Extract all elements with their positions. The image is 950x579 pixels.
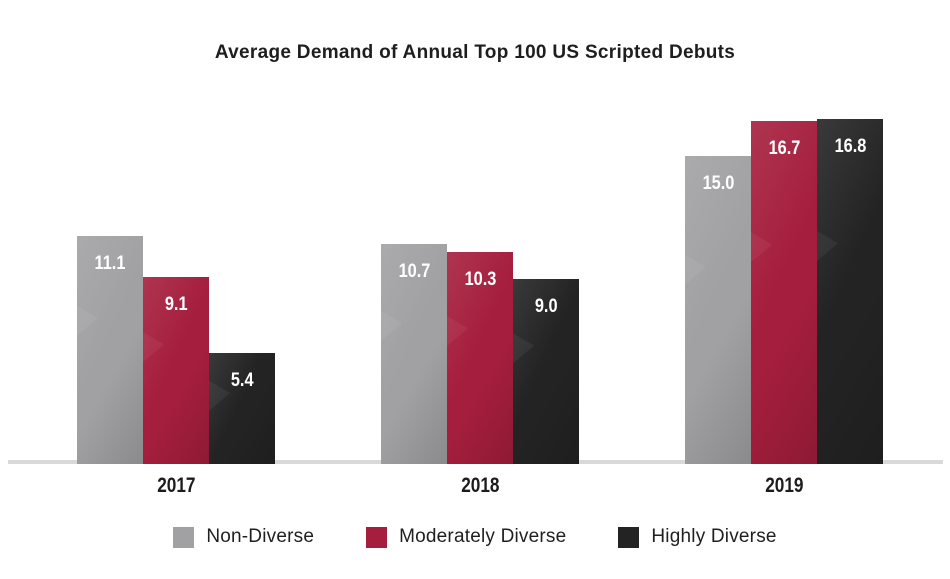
legend-swatch-non-diverse <box>173 526 195 548</box>
bar-value-label: 9.1 <box>164 294 188 315</box>
legend-item-highly-diverse: Highly Diverse <box>618 526 776 548</box>
bar-value-label: 10.3 <box>464 269 496 290</box>
bar-highly-diverse-2019: 16.8 <box>817 119 883 464</box>
bar-value-label: 5.4 <box>230 370 254 391</box>
bar-non-diverse-2017: 11.1 <box>77 236 143 464</box>
bar-value-label: 16.8 <box>834 136 866 157</box>
plot-area: 11.1 9.1 5.4 2017 10.7 10.3 9.0 2018 <box>8 90 943 497</box>
x-axis-tick-2018: 2018 <box>460 474 500 497</box>
bar-value-label: 11.1 <box>94 253 126 274</box>
bar-value-label: 16.7 <box>768 138 800 159</box>
bar-group-2017: 11.1 9.1 5.4 2017 <box>77 90 275 497</box>
bar-highly-diverse-2018: 9.0 <box>513 279 579 464</box>
legend: Non-Diverse Moderately Diverse Highly Di… <box>0 526 950 548</box>
legend-label: Non-Diverse <box>206 526 315 547</box>
bar-moderately-diverse-2017: 9.1 <box>143 277 209 464</box>
bar-moderately-diverse-2019: 16.7 <box>751 121 817 464</box>
legend-label: Highly Diverse <box>651 526 777 547</box>
bar-non-diverse-2019: 15.0 <box>685 156 751 464</box>
bar-group-2019: 15.0 16.7 16.8 2019 <box>685 90 883 497</box>
bar-moderately-diverse-2018: 10.3 <box>447 252 513 464</box>
legend-swatch-moderately-diverse <box>366 526 388 548</box>
bar-value-label: 15.0 <box>702 173 734 194</box>
bar-value-label: 9.0 <box>534 296 558 317</box>
bar-group-2018: 10.7 10.3 9.0 2018 <box>381 90 579 497</box>
legend-item-moderately-diverse: Moderately Diverse <box>366 526 566 548</box>
x-axis-tick-2017: 2017 <box>156 474 196 497</box>
bar-value-label: 10.7 <box>398 261 430 282</box>
legend-label: Moderately Diverse <box>399 526 567 547</box>
bar-highly-diverse-2017: 5.4 <box>209 353 275 464</box>
legend-item-non-diverse: Non-Diverse <box>173 526 314 548</box>
legend-swatch-highly-diverse <box>618 526 640 548</box>
bar-non-diverse-2018: 10.7 <box>381 244 447 464</box>
x-axis-tick-2019: 2019 <box>764 474 804 497</box>
chart-title: Average Demand of Annual Top 100 US Scri… <box>214 42 736 63</box>
